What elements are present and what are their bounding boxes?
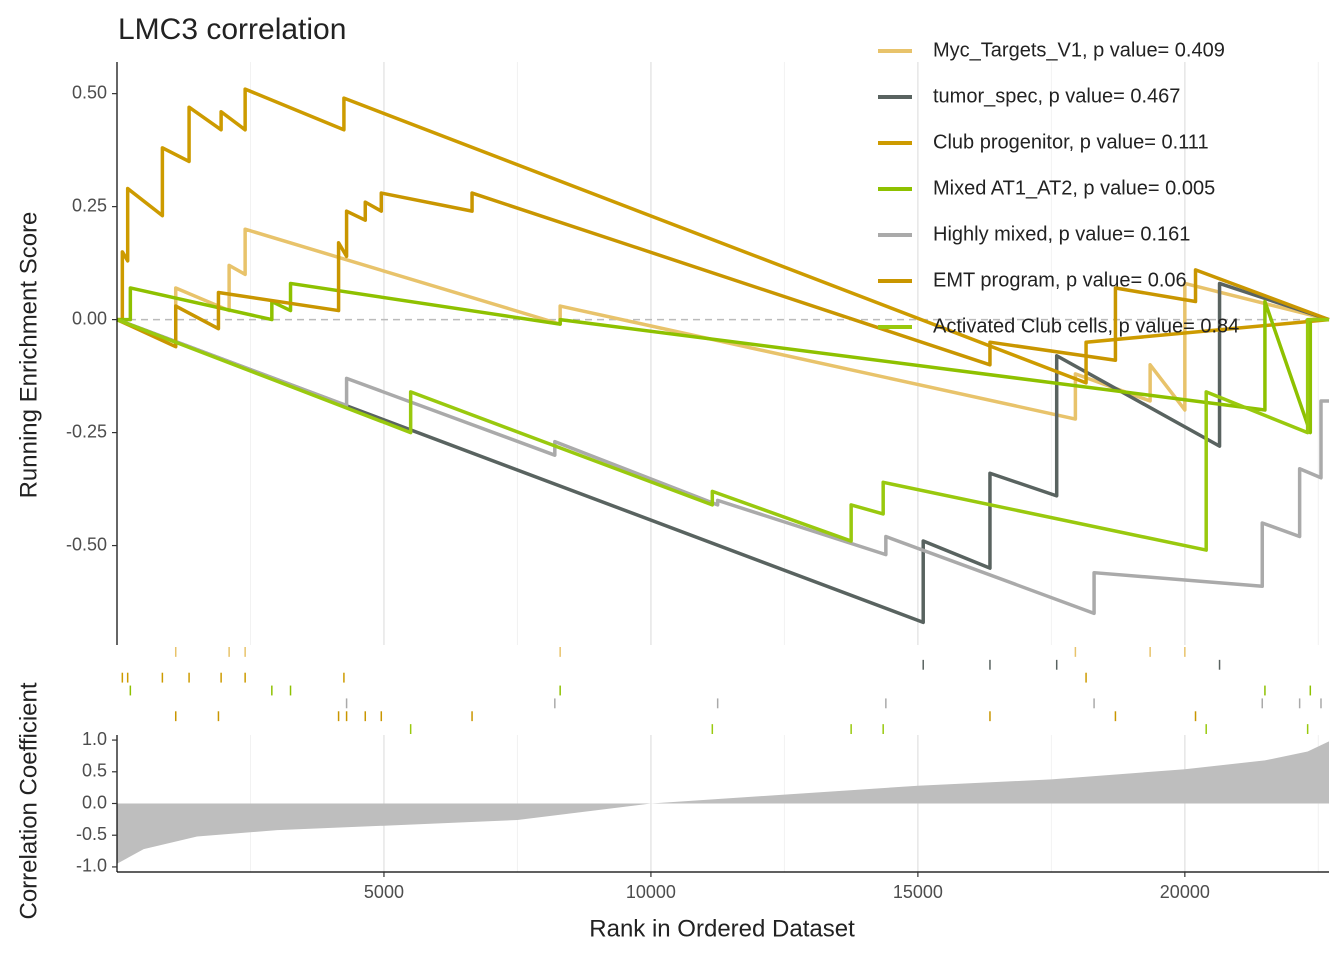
- legend-label: tumor_spec, p value= 0.467: [933, 85, 1180, 107]
- enrichment-line: [116, 317, 1329, 616]
- y-tick-label: -0.25: [66, 421, 107, 441]
- x-tick-label: 20000: [1160, 882, 1210, 902]
- legend-label: Myc_Targets_V1, p value= 0.409: [933, 39, 1225, 61]
- legend-label: Club progenitor, p value= 0.111: [933, 131, 1209, 153]
- enrichment-line: [116, 227, 1330, 421]
- y-tick-label: 0.0: [82, 792, 107, 812]
- chart-title: LMC3 correlation: [118, 13, 346, 46]
- correlation-area: [117, 741, 1329, 864]
- y-tick-label: 0.50: [72, 82, 107, 102]
- legend-label: Mixed AT1_AT2, p value= 0.005: [933, 177, 1215, 199]
- enrichment-line: [116, 281, 1330, 625]
- x-tick-label: 5000: [364, 882, 404, 902]
- x-axis-title: Rank in Ordered Dataset: [589, 915, 855, 942]
- y-axis-title: Correlation Coefficient: [15, 682, 42, 919]
- x-tick-label: 15000: [893, 882, 943, 902]
- legend-label: Highly mixed, p value= 0.161: [933, 223, 1190, 245]
- y-tick-label: -0.50: [66, 534, 107, 554]
- y-tick-label: 0.00: [72, 308, 107, 328]
- enrichment-line: [116, 317, 1329, 552]
- enrichment-line: [117, 281, 1329, 435]
- plot: [116, 87, 1330, 864]
- y-tick-label: 0.5: [82, 761, 107, 781]
- y-tick-label: 1.0: [82, 729, 107, 749]
- y-tick-label: 0.25: [72, 195, 107, 215]
- y-axis-title: Running Enrichment Score: [15, 212, 42, 499]
- legend-label: Activated Club cells, p value= 0.84: [933, 315, 1239, 337]
- x-tick-label: 10000: [626, 882, 676, 902]
- enrichment-line: [117, 87, 1330, 385]
- y-tick-label: -0.5: [76, 824, 107, 844]
- legend-label: EMT program, p value= 0.06: [933, 269, 1187, 291]
- y-tick-label: -1.0: [76, 856, 107, 876]
- enrichment-line: [116, 191, 1330, 367]
- legend: Myc_Targets_V1, p value= 0.409 tumor_spec…: [878, 39, 1239, 337]
